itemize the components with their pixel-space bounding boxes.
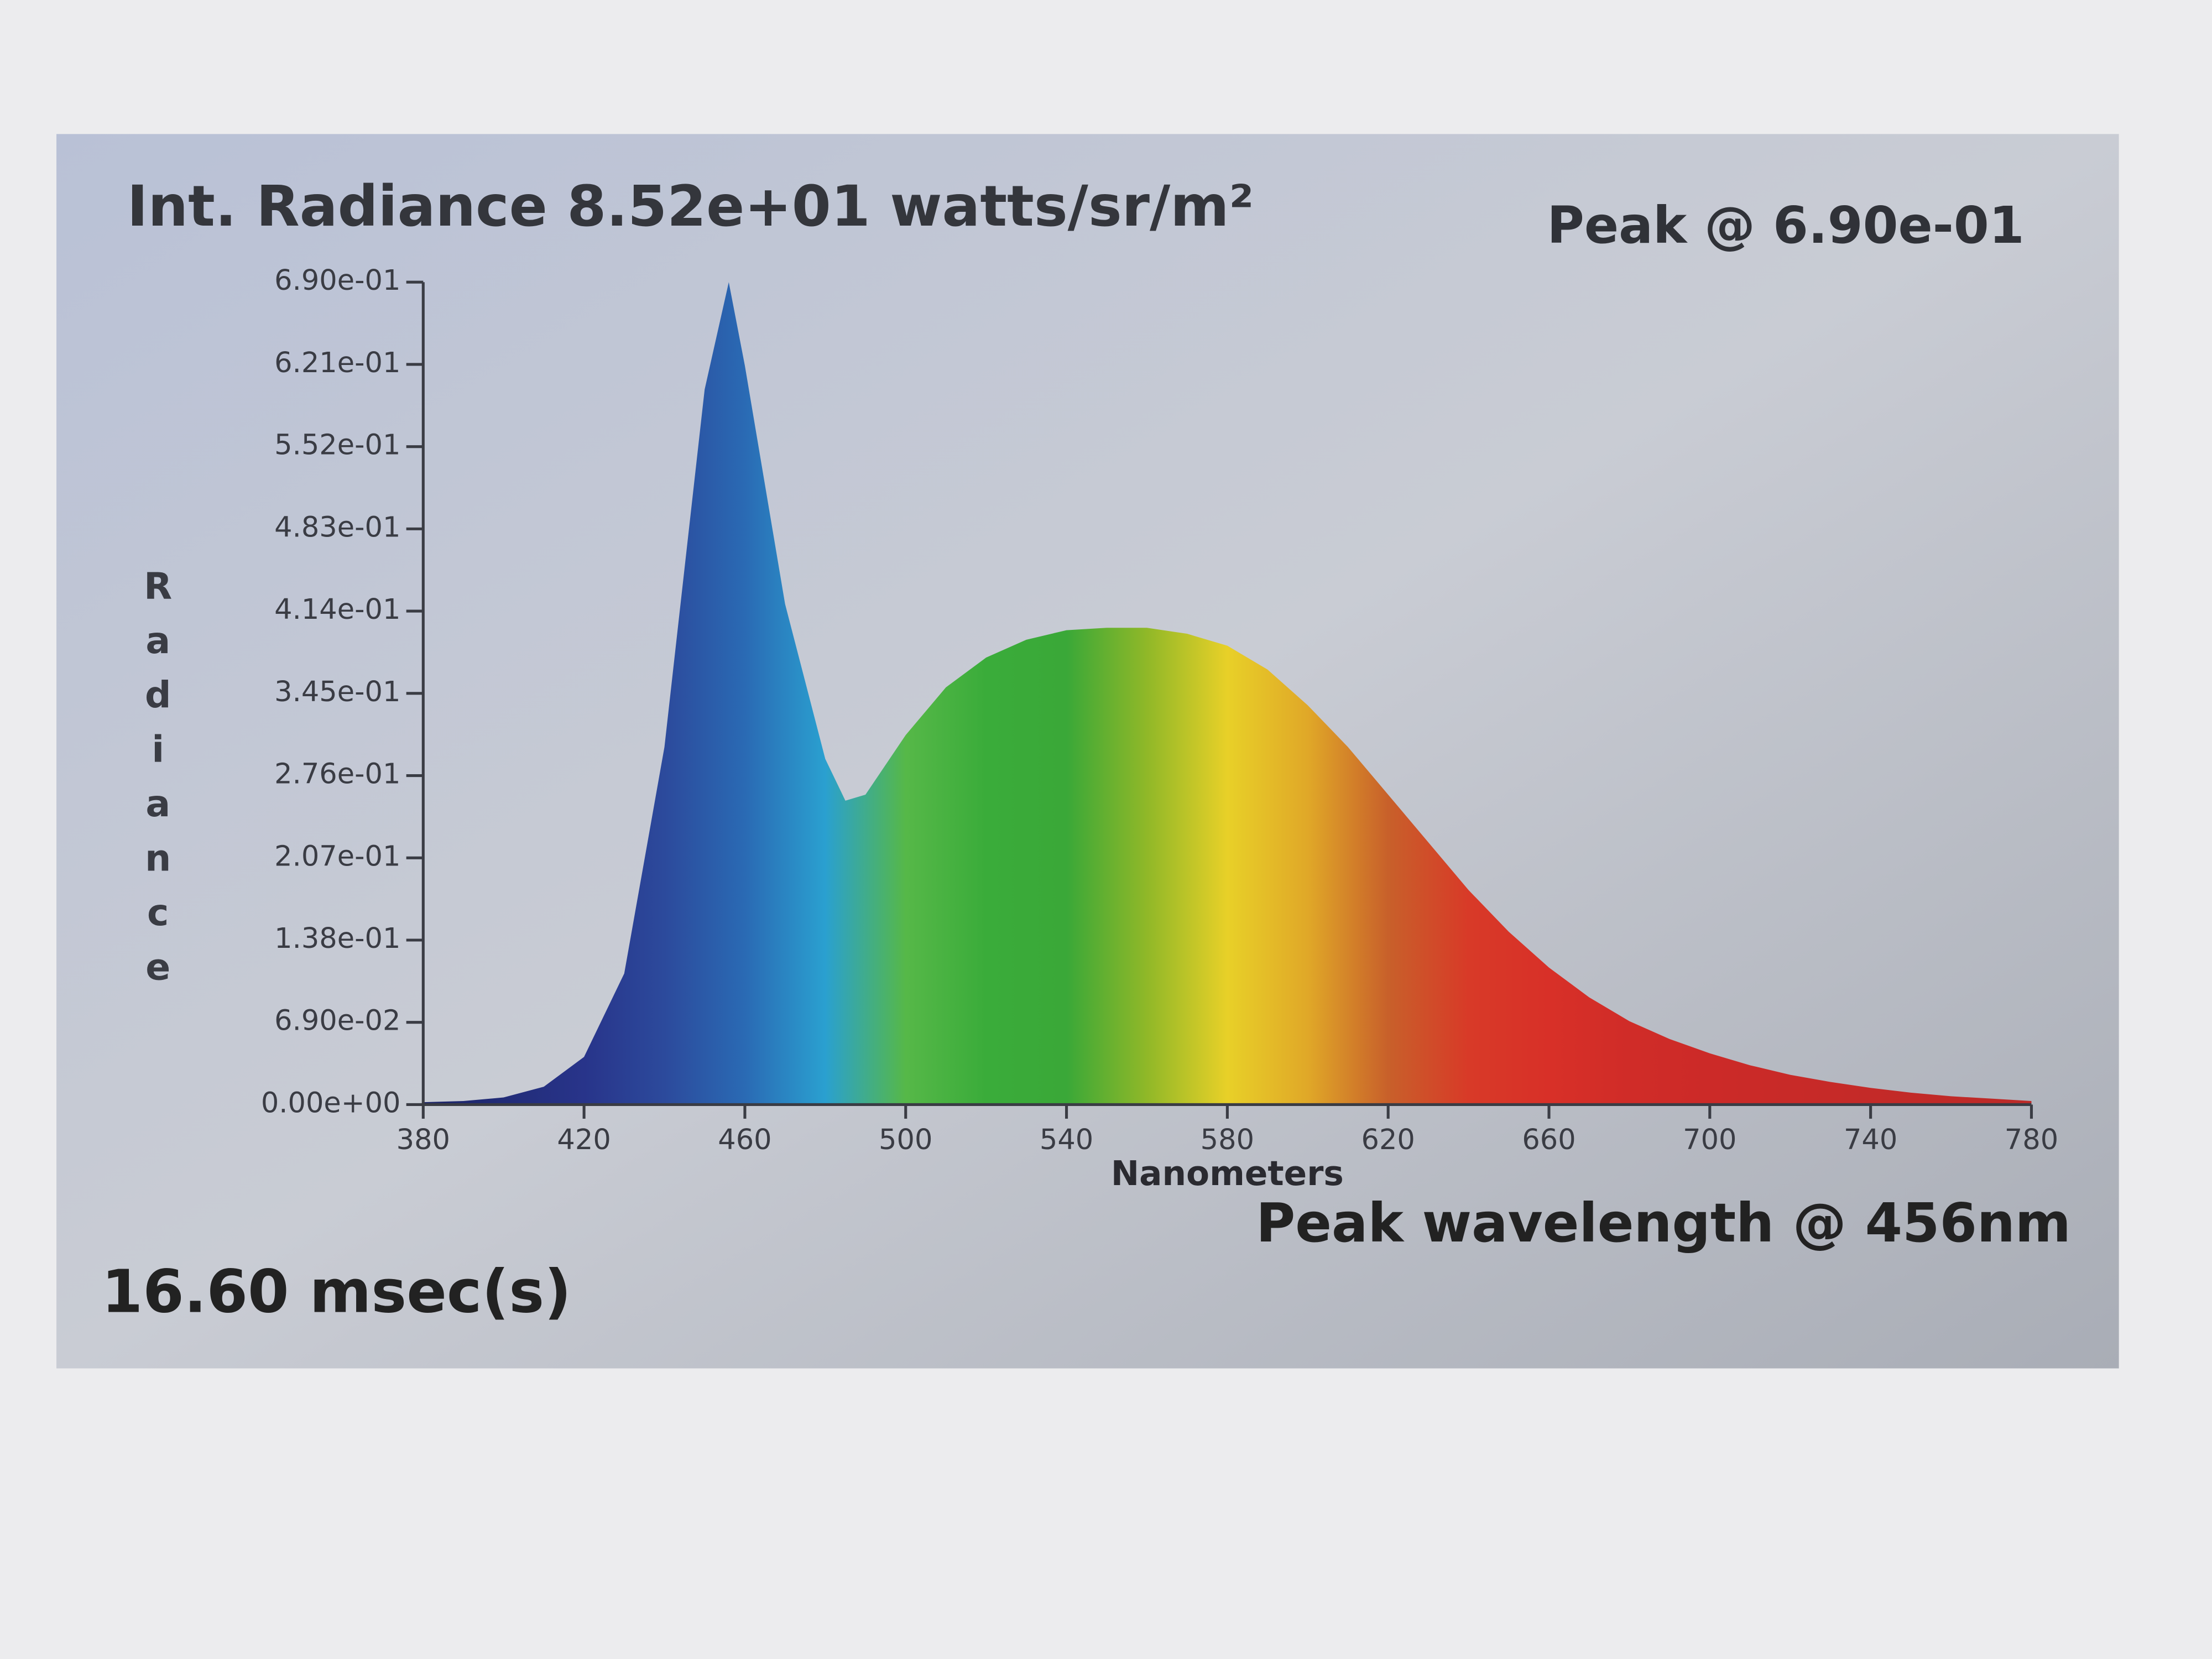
- y-tick-label: 4.14e-01: [274, 593, 400, 626]
- x-tick-label: 380: [397, 1124, 450, 1156]
- y-tick-label: 1.38e-01: [274, 922, 400, 955]
- x-tick-label: 740: [1844, 1124, 1897, 1156]
- x-axis-label: Nanometers: [1111, 1154, 1344, 1193]
- x-tick-label: 420: [557, 1124, 611, 1156]
- x-tick-label: 580: [1201, 1124, 1254, 1156]
- peak-annotation: Peak @ 6.90e-01: [1547, 196, 2025, 255]
- plot-area: [423, 282, 2032, 1105]
- y-tick-label: 2.07e-01: [274, 840, 400, 873]
- y-tick-label: 6.90e-01: [274, 264, 400, 297]
- x-tick-label: 540: [1040, 1124, 1093, 1156]
- x-tick-label: 780: [2005, 1124, 2058, 1156]
- y-tick-label: 6.21e-01: [274, 347, 400, 379]
- x-tick-label: 660: [1522, 1124, 1575, 1156]
- exposure-time: 16.60 msec(s): [102, 1258, 571, 1326]
- y-tick-label: 6.90e-02: [274, 1005, 400, 1037]
- peak-wavelength: Peak wavelength @ 456nm: [1256, 1192, 2071, 1254]
- x-tick-label: 500: [879, 1124, 932, 1156]
- x-tick-label: 460: [718, 1124, 771, 1156]
- y-tick-label: 2.76e-01: [274, 758, 400, 791]
- chart-title: Int. Radiance 8.52e+01 watts/sr/m²: [127, 174, 1254, 239]
- x-tick-label: 700: [1683, 1124, 1736, 1156]
- y-tick-label: 4.83e-01: [274, 511, 400, 544]
- y-tick-label: 3.45e-01: [274, 676, 400, 708]
- spectrum-area: [423, 282, 2032, 1105]
- x-tick-label: 620: [1361, 1124, 1415, 1156]
- y-tick-label: 0.00e+00: [261, 1087, 401, 1119]
- y-axis-label: Radiance: [137, 564, 180, 999]
- y-tick-label: 5.52e-01: [274, 429, 400, 462]
